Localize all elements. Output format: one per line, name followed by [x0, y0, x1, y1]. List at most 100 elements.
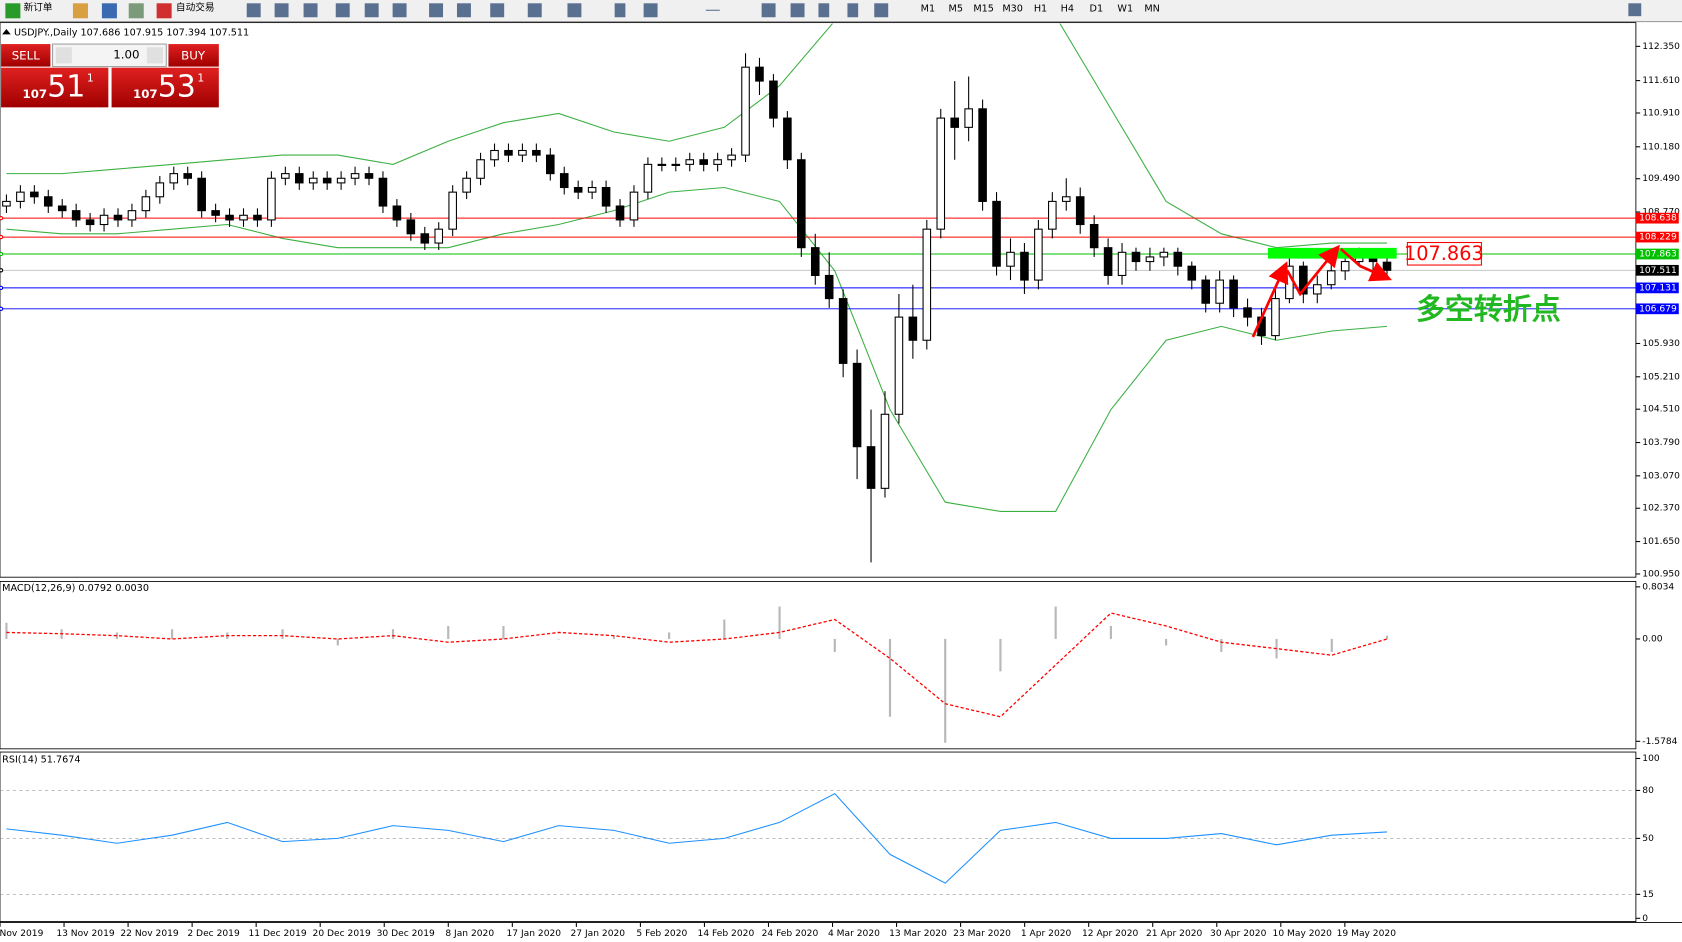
candle-body [1215, 279, 1224, 304]
y-tick-label: 100.950 [1642, 569, 1680, 579]
level-tag [1635, 231, 1679, 243]
tool-icon[interactable] [490, 3, 505, 18]
macd-title: MACD(12,26,9) 0.0792 0.0030 [2, 583, 149, 594]
candle-body [1340, 261, 1350, 272]
tool-icon[interactable] [818, 3, 830, 18]
candle-body [741, 66, 750, 156]
timeframe-button[interactable]: M5 [949, 4, 963, 15]
timeframe-button[interactable]: H1 [1034, 4, 1047, 15]
macd-bar [612, 635, 615, 639]
tool-icon[interactable] [246, 3, 261, 18]
tool-icon[interactable] [874, 3, 889, 18]
candle-body [1131, 251, 1141, 263]
level-tag [1635, 282, 1679, 294]
candle-body [267, 177, 276, 221]
new-order-icon[interactable] [5, 3, 21, 19]
auto-trading-button[interactable]: 自动交易 [176, 2, 215, 14]
toolbar-icon[interactable] [101, 3, 117, 19]
candle-body [1034, 228, 1043, 281]
candle-body [880, 413, 890, 489]
timeframe-button[interactable]: M1 [921, 4, 935, 15]
y-tick-label: 0.00 [1642, 634, 1662, 644]
tool-icon[interactable] [274, 3, 289, 18]
candle-body [1299, 265, 1308, 295]
candle-body [1006, 251, 1015, 267]
lot-up[interactable] [146, 47, 164, 64]
buy-label[interactable]: BUY [181, 48, 206, 62]
price-panel [0, 22, 1637, 578]
tool-icon[interactable] [761, 3, 776, 18]
candle-body [573, 186, 583, 193]
candle-body [239, 214, 248, 221]
timeframe-button[interactable]: D1 [1090, 4, 1104, 15]
buy-price-box[interactable] [111, 67, 219, 108]
candle-body [1271, 298, 1280, 337]
bollinger-lower [6, 186, 1388, 512]
candle-body [908, 316, 918, 341]
y-tick-label: 100 [1642, 754, 1660, 764]
x-tick-label: 1 Apr 2020 [1021, 929, 1072, 939]
timeframe-button[interactable]: M15 [973, 4, 994, 15]
x-tick-label: 19 May 2020 [1337, 929, 1397, 939]
chart-title: USDJPY.,Daily 107.686 107.915 107.394 10… [14, 27, 249, 38]
tool-icon[interactable] [456, 3, 471, 18]
candle-body [197, 177, 206, 212]
level-handle [0, 268, 4, 273]
candle-body [183, 173, 193, 179]
level-tag-label: 106.679 [1639, 304, 1677, 314]
candle-body [1075, 196, 1085, 226]
tool-icon[interactable] [429, 3, 444, 18]
lot-box[interactable] [52, 43, 167, 68]
tool-icon[interactable] [790, 3, 805, 18]
sell-button[interactable] [1, 44, 51, 67]
toolbar-icon[interactable] [72, 3, 88, 19]
timeframe-button[interactable]: MN [1144, 4, 1160, 15]
candle-body [141, 196, 151, 212]
tool-icon[interactable] [364, 3, 379, 18]
candle-body [769, 80, 778, 119]
x-tick-label: 30 Apr 2020 [1210, 929, 1267, 939]
candle-body [950, 117, 959, 128]
macd-bar [668, 632, 671, 639]
candle-body [713, 159, 722, 165]
x-tick-label: 12 Apr 2020 [1082, 929, 1139, 939]
timeframe-button[interactable]: M30 [1002, 4, 1023, 15]
tool-icon[interactable] [527, 3, 542, 18]
candle-body [392, 205, 402, 221]
tool-icon[interactable] [614, 3, 626, 18]
tool-icon[interactable] [847, 3, 859, 18]
macd-bar [281, 629, 284, 639]
candle-body [546, 154, 555, 175]
level-tag-label: 107.863 [1639, 250, 1677, 260]
x-tick-label: 24 Feb 2020 [762, 929, 819, 939]
auto-trading-icon[interactable] [156, 3, 172, 19]
macd-bar [115, 632, 118, 639]
buy-button[interactable] [168, 44, 219, 67]
timeframe-button[interactable]: H4 [1061, 4, 1074, 15]
tool-icon[interactable] [335, 3, 350, 18]
tool-icon[interactable] [567, 3, 582, 18]
tool-icon[interactable] [643, 3, 658, 18]
candle-body [57, 205, 67, 212]
macd-bar [999, 638, 1002, 672]
tool-icon[interactable] [392, 3, 407, 18]
sell-label[interactable]: SELL [12, 48, 40, 62]
new-order-button[interactable]: 新订单 [24, 2, 53, 14]
lot-value[interactable]: 1.00 [113, 47, 139, 61]
candle-body [838, 298, 848, 364]
toolbar-icon[interactable] [128, 3, 144, 19]
tool-icon[interactable] [705, 9, 720, 11]
sell-price-box[interactable] [1, 67, 109, 108]
macd-bar [447, 625, 450, 639]
search-icon[interactable] [1628, 3, 1642, 17]
tool-icon[interactable] [303, 3, 318, 18]
y-tick-label: 101.650 [1642, 537, 1680, 547]
lot-down[interactable] [55, 47, 72, 64]
annotation-text: 多空转折点 [1416, 292, 1561, 326]
y-tick-label: 103.790 [1642, 438, 1680, 448]
timeframe-button[interactable]: W1 [1117, 4, 1133, 15]
candle-body [1103, 247, 1113, 276]
candle-body [518, 149, 527, 156]
arrow [1286, 244, 1340, 297]
level-tag [1635, 248, 1679, 260]
